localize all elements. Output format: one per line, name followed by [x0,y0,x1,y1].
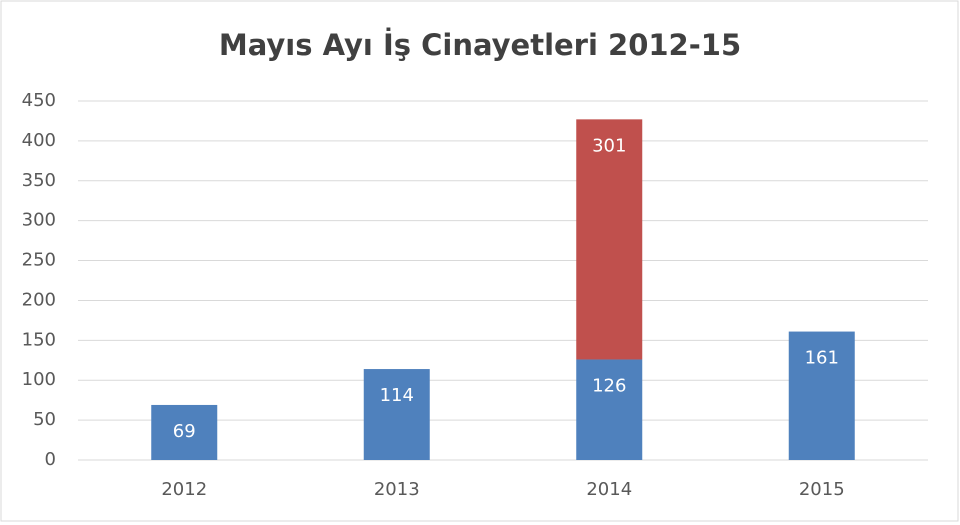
y-tick-label: 250 [22,250,56,271]
y-tick-label: 350 [22,170,56,191]
y-tick-label: 100 [22,369,56,390]
x-tick-label: 2013 [374,479,420,500]
y-tick-label: 300 [22,210,56,231]
x-tick-label: 2014 [586,479,632,500]
y-tick-label: 0 [45,449,56,470]
x-tick-label: 2015 [799,479,845,500]
y-tick-label: 200 [22,289,56,310]
y-tick-label: 150 [22,329,56,350]
chart-title: Mayıs Ayı İş Cinayetleri 2012-15 [219,28,741,62]
bar-segment [576,119,643,360]
y-tick-label: 400 [22,130,56,151]
bar-segment [151,404,218,460]
data-label: 114 [380,385,414,406]
data-label: 161 [805,348,839,369]
data-label: 69 [173,421,196,442]
y-tick-label: 50 [33,409,56,430]
bar-segment [576,359,643,460]
bar-segment [363,369,430,460]
y-tick-label: 450 [22,90,56,111]
x-tick-label: 2012 [161,479,207,500]
bar-segment [788,331,855,460]
data-label: 301 [592,135,626,156]
data-label: 126 [592,375,626,396]
